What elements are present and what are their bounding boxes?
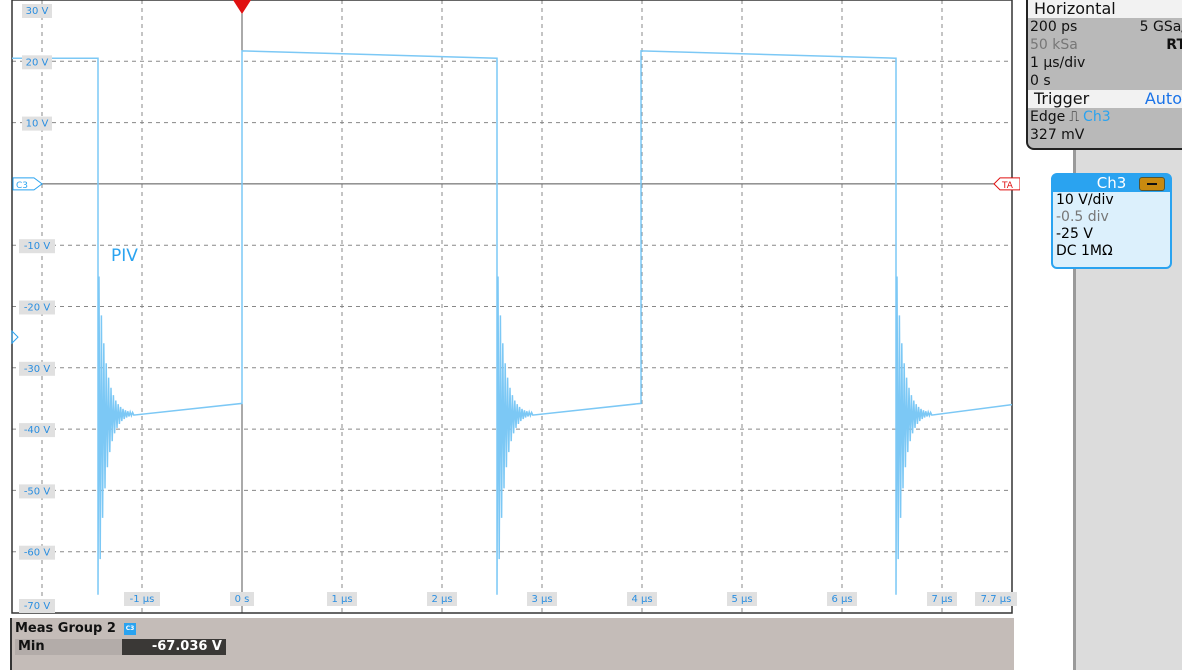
x-tick-label-text: -1 µs (130, 594, 155, 605)
y-tick-label-text: -70 V (24, 601, 51, 612)
y-tick-label-bg (22, 55, 52, 70)
horizontal-title: Horizontal (1028, 0, 1182, 18)
x-tick-label-text: 5 µs (731, 594, 752, 605)
y-tick-label-text: 10 V (26, 119, 49, 130)
x-tick-label-text: 4 µs (631, 594, 652, 605)
x-tick-label-bg (527, 592, 557, 606)
channel-offset: -25 V (1056, 226, 1093, 242)
channel-coupling: DC 1MΩ (1056, 243, 1113, 259)
x-tick-label-bg (230, 592, 254, 606)
offset-marker-icon (11, 329, 19, 345)
y-tick-label-bg (19, 239, 55, 254)
channel-marker-shape (12, 177, 43, 191)
x-tick-label: 6 µs (827, 592, 857, 606)
y-tick-label-bg (19, 599, 55, 613)
x-tick-label: 3 µs (527, 592, 557, 606)
piv-annotation: PIV (111, 246, 138, 266)
channel-3-box[interactable]: Ch3 10 V/div -0.5 div -25 V DC 1MΩ (1051, 173, 1172, 269)
trigger-level-label: TA (1001, 181, 1014, 191)
trigger-level-shape (993, 177, 1020, 191)
trigger-type: Edge (1030, 109, 1066, 125)
y-tick-label-bg (22, 4, 52, 18)
trigger-mode[interactable]: Auto (1144, 89, 1182, 108)
x-tick-label-bg (727, 592, 757, 606)
record-length: 50 kSa (1030, 37, 1078, 53)
y-tick-label-text: -40 V (24, 425, 51, 436)
x-tick-label-bg (427, 592, 457, 606)
x-tick-label: 4 µs (627, 592, 657, 606)
measurement-panel[interactable]: Meas Group 2 C3 Min -67.036 V (10, 618, 1014, 670)
x-tick-label: 1 µs (327, 592, 357, 606)
channel-name: Ch3 (1096, 174, 1127, 192)
y-tick-label: -50 V (19, 484, 55, 499)
x-tick-label-text: 7.7 µs (981, 594, 1012, 605)
x-tick-label-bg (975, 592, 1017, 606)
trigger-source: Ch3 (1083, 109, 1111, 125)
acq-mode: RT (1166, 37, 1182, 53)
x-tick-label: 5 µs (727, 592, 757, 606)
y-tick-label-bg (19, 300, 55, 315)
trigger-title: Trigger (1034, 89, 1090, 108)
resolution: 200 ps (1030, 19, 1078, 35)
x-tick-label-bg (627, 592, 657, 606)
y-tick-label-bg (22, 116, 52, 131)
x-tick-label: -1 µs (124, 592, 160, 606)
trigger-level: 327 mV (1030, 127, 1085, 143)
waveform-trace (12, 50, 1013, 595)
y-tick-label-text: 20 V (26, 57, 49, 68)
x-tick-label-text: 1 µs (331, 594, 352, 605)
horizontal-trigger-panel[interactable]: Horizontal 200 ps 5 GSa/ 50 kSa RT 1 µs/di… (1026, 0, 1182, 150)
y-tick-label-bg (19, 361, 55, 376)
y-tick-label-text: -30 V (24, 364, 51, 375)
time-scale: 1 µs/div (1030, 55, 1086, 71)
x-tick-label-bg (327, 592, 357, 606)
trigger-level-marker: TA (993, 177, 1020, 191)
y-tick-label-text: -50 V (24, 486, 51, 497)
channel-scale: 10 V/div (1056, 192, 1114, 208)
trigger-position-marker (233, 0, 251, 14)
minimize-button[interactable] (1139, 177, 1165, 191)
source-badge: C3 (124, 623, 136, 635)
y-tick-label: -10 V (19, 239, 55, 254)
y-tick-label: -60 V (19, 545, 55, 560)
x-tick-label-bg (827, 592, 857, 606)
y-tick-label-bg (19, 545, 55, 560)
waveform-display[interactable]: 30 V 20 V 10 V -10 V -20 V -30 V -40 V -50 V -60… (0, 0, 1020, 616)
meas-group-title: Meas Group 2 (15, 621, 116, 636)
y-tick-label-text: -10 V (24, 241, 51, 252)
x-tick-label-text: 2 µs (431, 594, 452, 605)
y-tick-label: 30 V (22, 4, 52, 18)
rising-edge-icon: ⎍ (1069, 109, 1080, 125)
x-tick-label-text: 6 µs (831, 594, 852, 605)
x-tick-label: 0 s (230, 592, 254, 606)
meas-name: Min (15, 639, 124, 655)
channel-marker-label: C3 (16, 181, 28, 191)
y-tick-label: -70 V (19, 599, 55, 613)
y-tick-label-text: -20 V (24, 303, 51, 314)
plot-border (11, 0, 1013, 614)
y-tick-label-bg (19, 484, 55, 499)
y-tick-label-text: 30 V (26, 6, 49, 17)
y-tick-label: 10 V (22, 116, 52, 131)
horizontal-position: 0 s (1030, 73, 1051, 89)
y-tick-label: -20 V (19, 300, 55, 315)
x-tick-label-text: 0 s (235, 594, 250, 605)
x-tick-label-text: 7 µs (931, 594, 952, 605)
x-tick-label: 7 µs (927, 592, 957, 606)
meas-value: -67.036 V (122, 639, 226, 655)
x-tick-label-text: 3 µs (531, 594, 552, 605)
y-tick-label: -30 V (19, 361, 55, 376)
y-tick-label-bg (19, 423, 55, 438)
y-tick-label-text: -60 V (24, 548, 51, 559)
x-tick-label-bg (927, 592, 957, 606)
sample-rate: 5 GSa/ (1139, 19, 1182, 35)
y-tick-label: 20 V (22, 55, 52, 70)
channel-offset-div: -0.5 div (1056, 209, 1109, 225)
x-tick-label-bg (124, 592, 160, 606)
x-tick-label: 2 µs (427, 592, 457, 606)
y-tick-label: -40 V (19, 423, 55, 438)
channel-marker: C3 (12, 177, 43, 191)
x-tick-label: 7.7 µs (975, 592, 1017, 606)
